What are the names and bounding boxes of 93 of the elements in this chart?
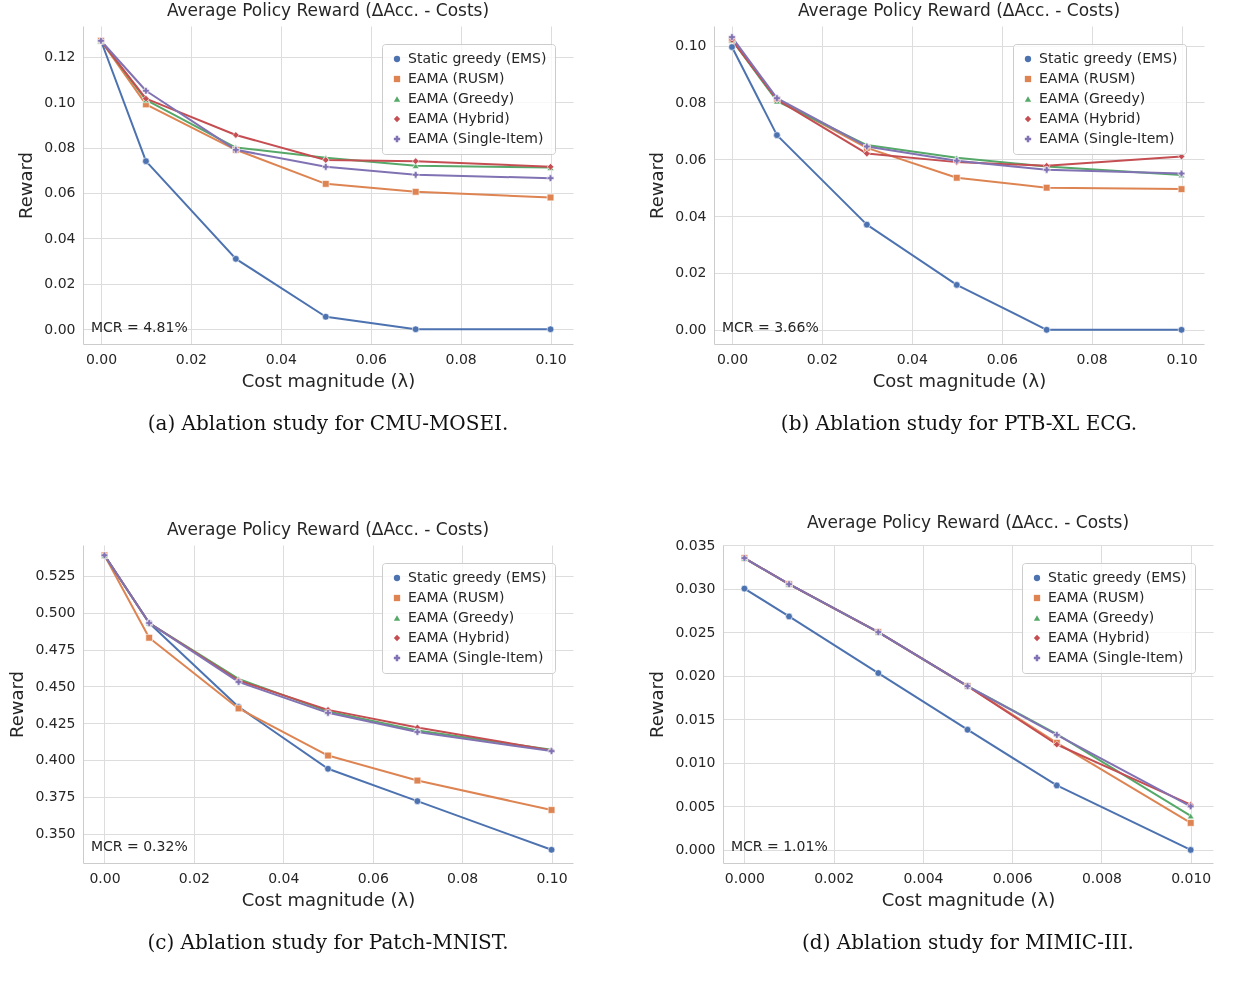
x-tick-label: 0.00 (716, 350, 749, 367)
x-tick-label: 0.006 (992, 869, 1033, 886)
legend-label: EAMA (RUSM) (408, 589, 505, 605)
legend-label: EAMA (Greedy) (1048, 609, 1155, 625)
legend-label: EAMA (Single-Item) (1039, 130, 1175, 146)
x-axis-title: Cost magnitude (λ) (241, 888, 416, 910)
y-tick-label: 0.02 (44, 275, 76, 292)
legend-label: EAMA (Hybrid) (1039, 110, 1141, 126)
y-tick-label: 0.06 (675, 150, 707, 167)
legend-label: EAMA (Greedy) (408, 609, 515, 625)
x-tick-label: 0.02 (175, 350, 207, 367)
y-axis-title: Reward (6, 670, 28, 739)
y-tick-label: 0.020 (675, 667, 716, 684)
x-tick-label: 0.10 (1166, 350, 1198, 367)
x-tick-label: 0.008 (1081, 869, 1122, 886)
y-tick-label: 0.525 (35, 567, 76, 584)
y-tick-label: 0.00 (44, 320, 76, 337)
x-tick-label: 0.06 (355, 350, 387, 367)
x-tick-label: 0.002 (814, 869, 855, 886)
x-tick-label: 0.04 (268, 869, 300, 886)
y-tick-label: 0.10 (675, 37, 707, 54)
legend-label: Static greedy (EMS) (1048, 569, 1187, 585)
y-tick-label: 0.02 (675, 264, 707, 281)
x-tick-label: 0.00 (85, 350, 118, 367)
y-tick-label: 0.08 (675, 93, 707, 110)
y-tick-label: 0.12 (44, 48, 76, 65)
x-tick-label: 0.04 (265, 350, 297, 367)
y-tick-label: 0.450 (35, 677, 76, 694)
legend-label: EAMA (Hybrid) (408, 110, 510, 126)
y-tick-label: 0.10 (44, 93, 76, 110)
x-tick-label: 0.02 (178, 869, 210, 886)
x-tick-label: 0.08 (1076, 350, 1108, 367)
legend-label: EAMA (RUSM) (1048, 589, 1145, 605)
y-axis-title: Reward (646, 670, 668, 739)
text: (b) Ablation study for PTB-XL ECG. (780, 411, 1138, 435)
annotation: MCR = 0.32% (91, 838, 188, 854)
y-tick-label: 0.375 (35, 788, 76, 805)
annotation: MCR = 4.81% (91, 319, 188, 335)
x-tick-label: 0.010 (1171, 869, 1212, 886)
x-axis-title: Cost magnitude (λ) (872, 369, 1047, 391)
legend-label: EAMA (Single-Item) (408, 130, 544, 146)
x-axis-title: Cost magnitude (λ) (881, 888, 1056, 910)
y-tick-label: 0.04 (675, 207, 707, 224)
y-tick-label: 0.030 (675, 580, 716, 597)
y-tick-label: 0.035 (675, 536, 716, 553)
x-tick-label: 0.02 (806, 350, 838, 367)
x-tick-label: 0.00 (89, 869, 121, 886)
legend-label: EAMA (RUSM) (408, 70, 505, 86)
legend-label: Static greedy (EMS) (1039, 50, 1178, 66)
legend-label: EAMA (Hybrid) (408, 629, 510, 645)
x-tick-label: 0.004 (903, 869, 944, 886)
y-tick-label: 0.025 (675, 623, 716, 640)
y-tick-label: 0.000 (675, 841, 716, 858)
legend-label: Static greedy (EMS) (408, 569, 547, 585)
annotation: MCR = 1.01% (731, 838, 828, 854)
x-tick-label: 0.06 (357, 869, 389, 886)
x-tick-label: 0.10 (536, 869, 568, 886)
y-tick-label: 0.475 (35, 641, 76, 658)
y-axis-title: Reward (15, 151, 37, 220)
x-tick-label: 0.10 (535, 350, 567, 367)
y-tick-label: 0.08 (44, 139, 76, 156)
text: (a) Ablation study for CMU-MOSEI. (147, 411, 509, 435)
legend-label: EAMA (RUSM) (1039, 70, 1136, 86)
y-tick-label: 0.04 (44, 229, 76, 246)
x-tick-label: 0.06 (986, 350, 1018, 367)
chart-title: Average Policy Reward (ΔAcc. - Costs) (806, 512, 1130, 532)
y-tick-label: 0.00 (675, 321, 707, 338)
x-axis-title: Cost magnitude (λ) (241, 369, 416, 391)
y-tick-label: 0.500 (35, 604, 76, 621)
x-tick-label: 0.000 (724, 869, 765, 886)
chart-title: Average Policy Reward (ΔAcc. - Costs) (166, 0, 490, 20)
text: (c) Ablation study for Patch-MNIST. (147, 930, 509, 954)
y-tick-label: 0.010 (675, 754, 716, 771)
y-tick-label: 0.06 (44, 184, 76, 201)
legend-label: Static greedy (EMS) (408, 50, 547, 66)
y-tick-label: 0.400 (35, 751, 76, 768)
chart-title: Average Policy Reward (ΔAcc. - Costs) (797, 0, 1121, 20)
legend-label: EAMA (Greedy) (1039, 90, 1146, 106)
text: (d) Ablation study for MIMIC-III. (802, 930, 1134, 954)
y-tick-label: 0.015 (675, 710, 716, 727)
legend-label: EAMA (Single-Item) (1048, 649, 1184, 665)
legend-label: EAMA (Hybrid) (1048, 629, 1150, 645)
y-tick-label: 0.005 (675, 797, 716, 814)
y-tick-label: 0.350 (35, 825, 76, 842)
legend-label: EAMA (Single-Item) (408, 649, 544, 665)
x-tick-label: 0.08 (445, 350, 477, 367)
x-tick-label: 0.04 (896, 350, 928, 367)
annotation: MCR = 3.66% (722, 319, 819, 335)
x-tick-label: 0.08 (447, 869, 479, 886)
y-axis-title: Reward (646, 151, 668, 220)
chart-title: Average Policy Reward (ΔAcc. - Costs) (166, 519, 490, 539)
legend-label: EAMA (Greedy) (408, 90, 515, 106)
y-tick-label: 0.425 (35, 714, 76, 731)
